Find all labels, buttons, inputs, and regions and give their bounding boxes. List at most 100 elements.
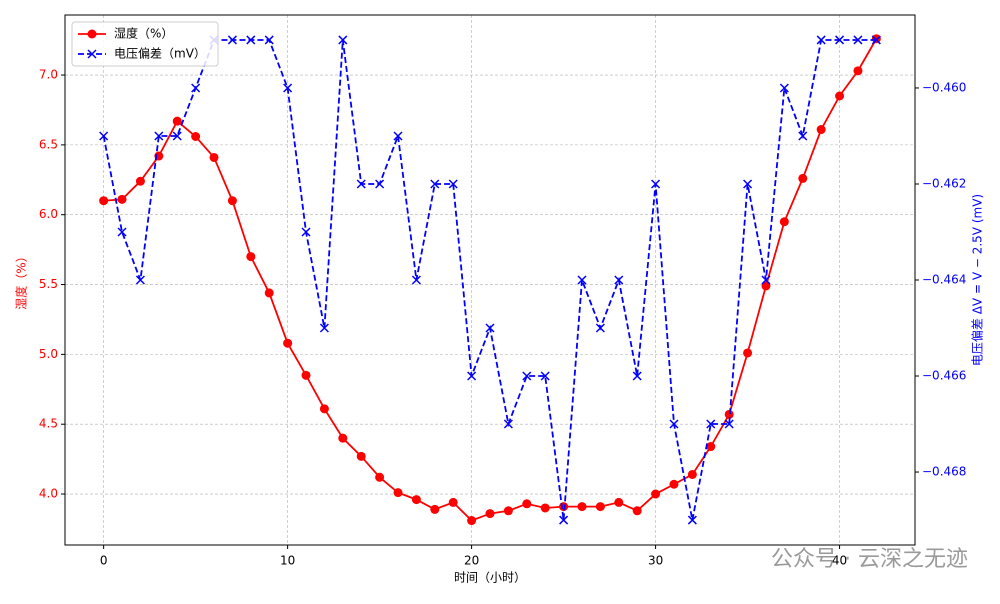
point xyxy=(614,497,624,507)
legend-marker xyxy=(87,49,97,59)
x-tick-label: 30 xyxy=(648,554,663,568)
point xyxy=(835,35,845,45)
point xyxy=(448,497,458,507)
point xyxy=(503,419,513,429)
y-tick-label: 7.0 xyxy=(39,68,58,82)
point xyxy=(743,179,753,189)
point xyxy=(117,227,127,237)
point xyxy=(227,35,237,45)
point xyxy=(283,338,293,348)
legend-label: 电压偏差（mV） xyxy=(114,46,206,61)
y2-axis-label: 电压偏差 ΔV = V − 2.5V (mV) xyxy=(970,194,985,366)
point xyxy=(172,116,182,126)
y-tick-label: 4.0 xyxy=(39,487,58,501)
point xyxy=(393,488,403,498)
point xyxy=(356,179,366,189)
point xyxy=(595,323,605,333)
point xyxy=(632,506,642,516)
point xyxy=(135,275,145,285)
point xyxy=(687,515,697,525)
point xyxy=(651,179,661,189)
point xyxy=(301,370,311,380)
y-tick-label: 5.0 xyxy=(39,347,58,361)
point xyxy=(503,506,513,516)
point xyxy=(577,275,587,285)
y2-tick-label: −0.464 xyxy=(922,273,966,287)
point xyxy=(853,66,863,76)
point xyxy=(319,323,329,333)
point xyxy=(283,83,293,93)
point xyxy=(117,194,127,204)
y2-tick-label: −0.466 xyxy=(922,369,966,383)
watermark: 公众号 · 云深之无迹 xyxy=(771,547,968,572)
point xyxy=(191,132,201,142)
point xyxy=(135,176,145,186)
plot-frame xyxy=(64,14,916,546)
point xyxy=(246,252,256,262)
point xyxy=(319,404,329,414)
y2-tick-label: −0.468 xyxy=(922,465,966,479)
point xyxy=(798,173,808,183)
point xyxy=(485,509,495,519)
x-axis-label: 时间（小时） xyxy=(454,571,526,585)
x-tick-label: 40 xyxy=(832,554,847,568)
point xyxy=(761,275,771,285)
point xyxy=(375,179,385,189)
point xyxy=(798,131,808,141)
point xyxy=(761,281,771,291)
x-tick-label: 10 xyxy=(280,554,295,568)
legend: 湿度（%） 电压偏差（mV） xyxy=(71,21,219,67)
point xyxy=(191,83,201,93)
point xyxy=(264,288,274,298)
point xyxy=(209,152,219,162)
point xyxy=(411,275,421,285)
point xyxy=(522,371,532,381)
point xyxy=(577,502,587,512)
point xyxy=(338,433,348,443)
point xyxy=(559,515,569,525)
point xyxy=(485,323,495,333)
point xyxy=(467,516,477,526)
point xyxy=(99,196,109,206)
point xyxy=(816,35,826,45)
legend-marker xyxy=(87,29,97,39)
point xyxy=(246,35,256,45)
x-tick-label: 20 xyxy=(464,554,479,568)
point xyxy=(540,371,550,381)
y-tick-label: 6.5 xyxy=(39,137,58,151)
point xyxy=(669,479,679,489)
point xyxy=(632,371,642,381)
point xyxy=(264,35,274,45)
point xyxy=(172,131,182,141)
point xyxy=(411,495,421,505)
y-tick-label: 4.5 xyxy=(39,417,58,431)
point xyxy=(595,502,605,512)
x-tick-label: 0 xyxy=(100,554,108,568)
point xyxy=(724,419,734,429)
point xyxy=(375,472,385,482)
point xyxy=(779,217,789,227)
y2-tick-label: −0.460 xyxy=(922,80,966,94)
point xyxy=(338,35,348,45)
point xyxy=(871,35,881,45)
point xyxy=(467,371,477,381)
point xyxy=(301,227,311,237)
point xyxy=(540,503,550,513)
point xyxy=(227,196,237,206)
point xyxy=(779,83,789,93)
point xyxy=(448,179,458,189)
point xyxy=(871,34,881,44)
point xyxy=(743,348,753,358)
y-tick-label: 5.5 xyxy=(39,277,58,291)
legend-label: 湿度（%） xyxy=(114,26,173,41)
point xyxy=(669,419,679,429)
point xyxy=(356,451,366,461)
point xyxy=(706,442,716,452)
point xyxy=(853,35,863,45)
point xyxy=(706,419,716,429)
point xyxy=(393,131,403,141)
legend-box xyxy=(71,21,219,67)
point xyxy=(687,469,697,479)
